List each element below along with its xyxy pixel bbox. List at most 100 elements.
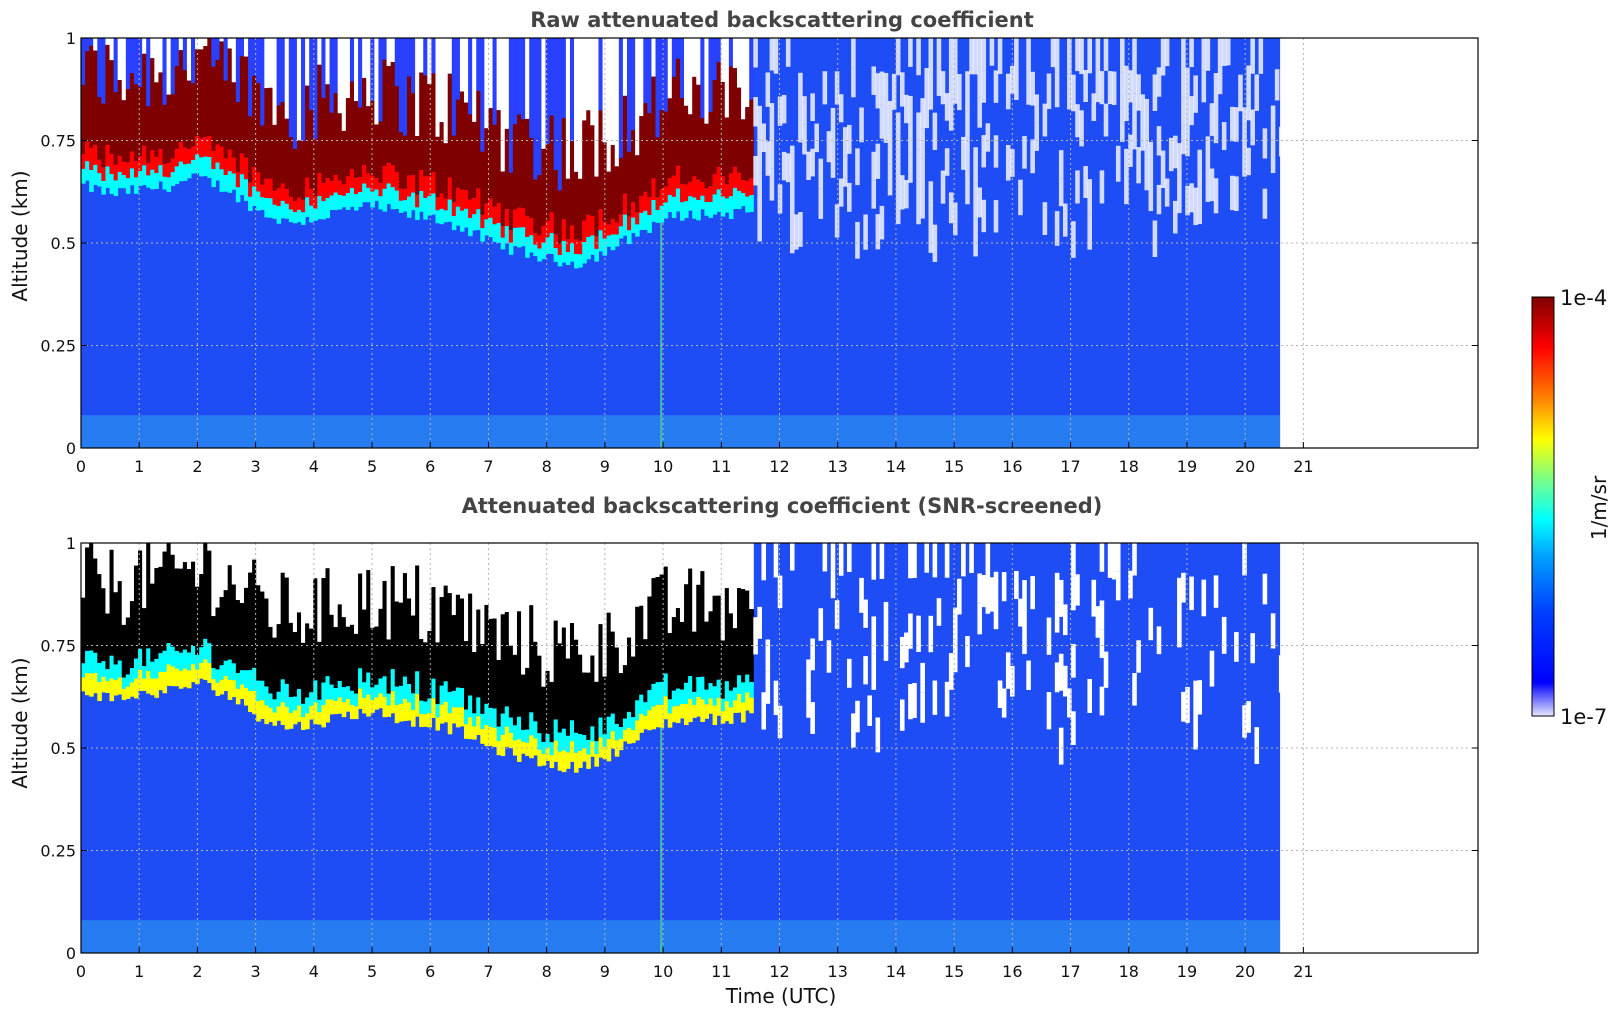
cloud-core-cell	[529, 137, 534, 219]
noise-cell	[582, 38, 587, 121]
cloud-core-cell	[292, 632, 298, 697]
noise-cell	[875, 143, 881, 179]
noise-cell	[1234, 632, 1239, 662]
cloud-edge-cell	[708, 683, 714, 699]
cloud-base-cell	[309, 205, 314, 223]
cloud-core-cell	[557, 643, 563, 733]
cloud-edge-cell	[309, 188, 314, 206]
cloud-edge-cell	[602, 221, 608, 239]
noise-cell	[757, 105, 762, 140]
cloud-core-cell	[142, 53, 147, 146]
cloud-base-cell	[602, 238, 608, 256]
noise-cell	[1099, 543, 1105, 572]
cloud-base-cell	[317, 196, 322, 220]
cloud-core-cell	[370, 627, 375, 688]
noise-cell	[1001, 688, 1007, 718]
noise-cell	[1262, 128, 1268, 159]
noise-cell	[847, 658, 852, 688]
noise-cell	[1189, 576, 1194, 611]
cloud-core-cell	[720, 82, 726, 177]
screened-cell	[480, 543, 485, 645]
cloud-edge-cell	[574, 732, 579, 753]
screened-cell	[716, 543, 722, 596]
cloud-edge-cell	[402, 188, 408, 201]
cloud-core-cell	[296, 140, 302, 198]
noise-cell	[826, 131, 832, 163]
cloud-core-cell	[341, 130, 347, 185]
noise-cell	[961, 136, 966, 170]
noise-cell	[386, 38, 392, 67]
cloud-edge-cell	[341, 184, 347, 196]
cloud-base-cell	[402, 200, 408, 212]
cloud-edge-cell	[186, 149, 192, 164]
cloud-core-cell	[382, 59, 388, 166]
noise-cell	[851, 38, 856, 68]
noise-cell	[883, 72, 889, 108]
cloud-edge-cell	[700, 676, 705, 700]
screened-cell	[398, 543, 404, 603]
y-tick-label: 0	[66, 944, 76, 963]
cloud-base-cell	[455, 707, 461, 728]
cloud-edge-cell	[639, 195, 644, 213]
noise-cell	[1164, 178, 1170, 207]
noise-cell	[1018, 179, 1023, 216]
cloud-edge-cell	[663, 186, 669, 203]
noise-cell	[908, 684, 913, 720]
screened-cell	[431, 543, 436, 588]
cloud-core-cell	[708, 611, 714, 684]
cloud-edge-cell	[512, 725, 518, 741]
noise-cell	[431, 38, 436, 74]
cloud-base-cell	[337, 195, 343, 210]
cloud-base-cell	[362, 697, 367, 714]
noise-cell	[614, 38, 620, 167]
cloud-core-cell	[639, 116, 644, 196]
noise-cell	[973, 147, 978, 184]
noise-cell	[818, 608, 824, 641]
cloud-core-cell	[113, 592, 119, 665]
cloud-base-cell	[325, 198, 331, 219]
screened-cell	[235, 543, 241, 601]
cloud-base-cell	[288, 712, 294, 729]
noise-cell	[879, 543, 885, 579]
cloud-edge-cell	[382, 676, 388, 697]
noise-cell	[504, 38, 510, 129]
cloud-core-cell	[309, 628, 314, 693]
screened-cell	[610, 543, 616, 632]
cloud-base-cell	[464, 724, 469, 739]
noise-cell	[138, 38, 143, 87]
noise-cell	[818, 188, 824, 219]
cloud-base-cell	[191, 160, 196, 174]
cloud-edge-cell	[529, 712, 534, 736]
cloud-edge-cell	[655, 197, 661, 211]
cloud-base-cell	[174, 166, 180, 185]
cloud-edge-cell	[219, 146, 225, 170]
cloud-edge-cell	[280, 679, 286, 703]
noise-cell	[920, 128, 925, 159]
cloud-edge-cell	[353, 177, 359, 195]
cloud-base-cell	[472, 726, 477, 740]
noise-cell	[1022, 580, 1027, 618]
cloud-base-cell	[716, 189, 722, 212]
cloud-base-cell	[512, 227, 518, 247]
noise-cell	[932, 224, 938, 262]
streak-mark	[660, 727, 663, 953]
noise-cell	[993, 571, 999, 601]
cloud-core-cell	[85, 547, 90, 651]
cloud-core-cell	[659, 574, 665, 682]
cloud-base-cell	[508, 242, 514, 255]
screened-cell	[101, 543, 106, 589]
cloud-core-cell	[716, 61, 722, 167]
cloud-core-cell	[692, 76, 697, 177]
cloud-core-cell	[207, 550, 212, 644]
cloud-base-cell	[309, 705, 314, 720]
cloud-edge-cell	[472, 713, 477, 727]
noise-cell	[696, 38, 701, 85]
screened-cell	[586, 543, 591, 673]
noise-cell	[321, 38, 326, 98]
cloud-base-cell	[292, 710, 298, 725]
cloud-edge-cell	[525, 216, 530, 238]
cloud-edge-cell	[264, 178, 269, 199]
cloud-edge-cell	[321, 682, 326, 705]
noise-cell	[235, 38, 241, 103]
screened-cell	[121, 543, 127, 625]
